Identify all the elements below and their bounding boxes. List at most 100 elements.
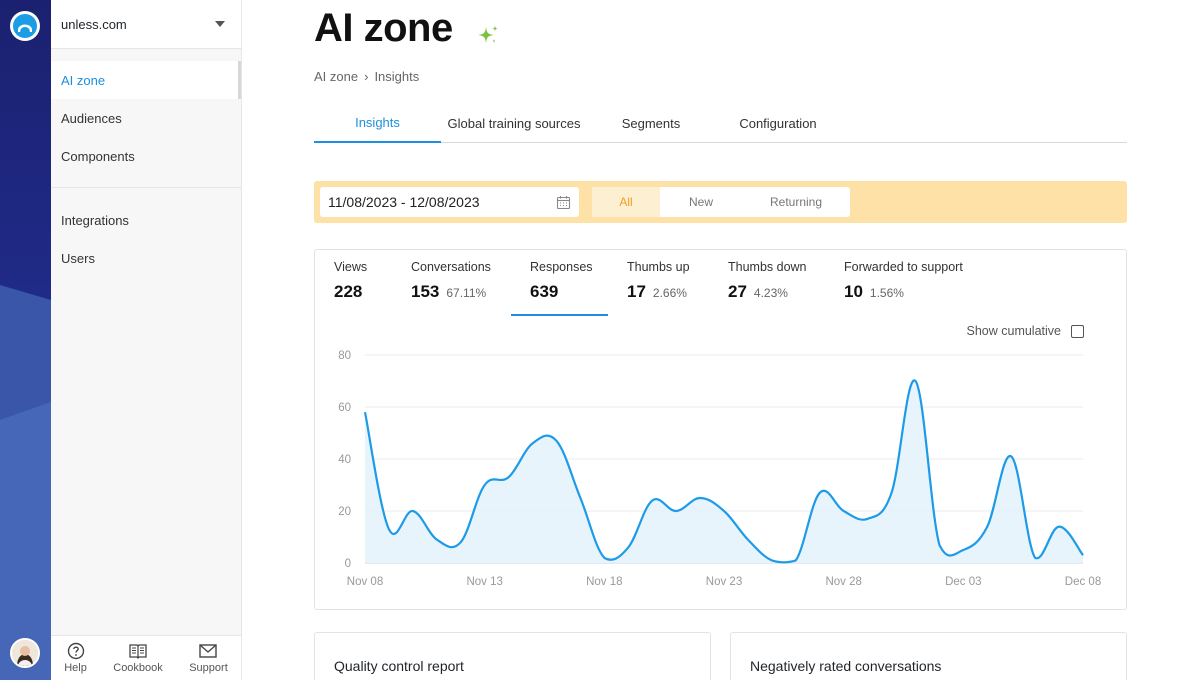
data-point[interactable] bbox=[1008, 453, 1014, 459]
data-point[interactable] bbox=[1056, 524, 1062, 530]
data-point[interactable] bbox=[793, 557, 799, 563]
app-logo[interactable] bbox=[10, 11, 40, 41]
data-point[interactable] bbox=[362, 409, 368, 415]
app-rail bbox=[0, 0, 51, 680]
metric-label: Conversations bbox=[411, 260, 491, 274]
data-point[interactable] bbox=[745, 537, 751, 543]
data-point[interactable] bbox=[649, 498, 655, 504]
data-point[interactable] bbox=[912, 378, 918, 384]
metric-value: 639 bbox=[530, 282, 559, 301]
sidebar-item-users[interactable]: Users bbox=[61, 250, 95, 266]
data-point[interactable] bbox=[936, 542, 942, 548]
sparkle-icon bbox=[478, 25, 498, 43]
card-title: Quality control report bbox=[334, 658, 464, 674]
date-range-input[interactable]: 11/08/2023 - 12/08/2023 bbox=[320, 187, 579, 217]
data-point[interactable] bbox=[482, 482, 488, 488]
sidebar-item-components[interactable]: Components bbox=[61, 148, 135, 164]
logo-icon bbox=[13, 14, 37, 38]
visitor-segment-toggle: All New Returning bbox=[592, 187, 850, 217]
data-point[interactable] bbox=[434, 537, 440, 543]
cookbook-button[interactable]: Cookbook bbox=[113, 642, 163, 674]
metric-forwarded-to-support[interactable]: Forwarded to support 10 1.56% bbox=[844, 260, 963, 316]
nav-group-admin: Integrations Users bbox=[51, 188, 241, 289]
data-point[interactable] bbox=[841, 508, 847, 514]
metric-label: Thumbs down bbox=[728, 260, 807, 274]
metric-views[interactable]: Views 228 bbox=[334, 260, 367, 316]
org-switcher[interactable]: unless.com bbox=[51, 0, 241, 49]
data-point[interactable] bbox=[577, 495, 583, 501]
sidebar-item-integrations[interactable]: Integrations bbox=[61, 212, 129, 228]
data-point[interactable] bbox=[410, 508, 416, 514]
data-point[interactable] bbox=[601, 555, 607, 561]
quality-control-report-card[interactable]: Quality control report bbox=[314, 632, 711, 680]
date-range-value: 11/08/2023 - 12/08/2023 bbox=[328, 194, 480, 210]
mail-icon bbox=[199, 644, 218, 658]
breadcrumb-separator: › bbox=[364, 69, 369, 84]
tab-insights[interactable]: Insights bbox=[314, 104, 441, 143]
data-point[interactable] bbox=[984, 524, 990, 530]
metric-value: 17 bbox=[627, 282, 646, 301]
show-cumulative-checkbox[interactable] bbox=[1071, 324, 1084, 338]
data-point[interactable] bbox=[625, 544, 631, 550]
x-tick-label: Dec 03 bbox=[945, 576, 981, 588]
negatively-rated-conversations-card[interactable]: Negatively rated conversations bbox=[730, 632, 1127, 680]
data-point[interactable] bbox=[865, 516, 871, 522]
segment-new[interactable]: New bbox=[688, 195, 713, 209]
x-tick-label: Dec 08 bbox=[1065, 576, 1101, 588]
breadcrumb-ai-zone[interactable]: AI zone bbox=[314, 69, 359, 84]
metric-conversations[interactable]: Conversations 153 67.11% bbox=[411, 260, 491, 316]
sidebar-footer: Help Cookbook Support bbox=[51, 635, 241, 680]
metric-value: 27 bbox=[728, 282, 747, 301]
show-cumulative-toggle[interactable]: Show cumulative bbox=[967, 324, 1084, 338]
cookbook-label: Cookbook bbox=[113, 662, 163, 674]
metric-thumbs-down[interactable]: Thumbs down 27 4.23% bbox=[728, 260, 807, 316]
data-point[interactable] bbox=[530, 440, 536, 446]
breadcrumb-insights: Insights bbox=[374, 69, 420, 84]
y-tick-label: 0 bbox=[345, 558, 351, 570]
metric-percentage: 4.23% bbox=[753, 286, 788, 300]
tab-bar: Insights Global training sources Segment… bbox=[314, 104, 1127, 143]
x-tick-label: Nov 23 bbox=[706, 576, 742, 588]
page-title: AI zone bbox=[314, 6, 453, 50]
metric-label: Views bbox=[334, 260, 368, 274]
data-point[interactable] bbox=[769, 557, 775, 563]
data-point[interactable] bbox=[960, 547, 966, 553]
filter-bar: 11/08/2023 - 12/08/2023 All New Returnin… bbox=[314, 181, 1127, 223]
segment-all[interactable]: All bbox=[592, 187, 660, 217]
sidebar-item-ai-zone[interactable]: AI zone bbox=[51, 61, 241, 99]
data-point[interactable] bbox=[673, 508, 679, 514]
tab-configuration[interactable]: Configuration bbox=[739, 116, 817, 131]
segment-returning[interactable]: Returning bbox=[769, 195, 823, 209]
tab-segments[interactable]: Segments bbox=[621, 116, 681, 131]
rail-decoration bbox=[0, 285, 51, 680]
metric-responses[interactable]: Responses 639 bbox=[530, 260, 593, 316]
data-point[interactable] bbox=[506, 474, 512, 480]
data-point[interactable] bbox=[386, 526, 392, 532]
data-point[interactable] bbox=[697, 495, 703, 501]
metric-value: 153 bbox=[411, 282, 440, 301]
chevron-down-icon bbox=[215, 21, 225, 27]
metric-thumbs-up[interactable]: Thumbs up 17 2.66% bbox=[627, 260, 690, 316]
y-tick-label: 80 bbox=[338, 350, 351, 362]
data-point[interactable] bbox=[458, 539, 464, 545]
y-tick-label: 20 bbox=[338, 506, 351, 518]
data-point[interactable] bbox=[889, 490, 895, 496]
calendar-icon[interactable] bbox=[556, 195, 571, 210]
metric-value: 10 bbox=[844, 282, 863, 301]
sidebar-item-audiences[interactable]: Audiences bbox=[61, 110, 122, 126]
x-tick-label: Nov 08 bbox=[347, 576, 383, 588]
metric-label: Thumbs up bbox=[627, 260, 690, 274]
data-point[interactable] bbox=[553, 438, 559, 444]
data-point[interactable] bbox=[721, 508, 727, 514]
x-tick-label: Nov 28 bbox=[825, 576, 861, 588]
tab-global-training-sources[interactable]: Global training sources bbox=[447, 116, 581, 131]
data-point[interactable] bbox=[1032, 555, 1038, 561]
data-point[interactable] bbox=[1080, 552, 1086, 558]
data-point[interactable] bbox=[817, 490, 823, 496]
user-avatar[interactable] bbox=[10, 638, 40, 668]
sidebar: unless.com AI zone Audiences Components … bbox=[51, 0, 242, 680]
help-button[interactable]: Help bbox=[64, 642, 87, 674]
support-button[interactable]: Support bbox=[189, 642, 228, 674]
metric-label: Responses bbox=[530, 260, 593, 274]
metric-percentage: 67.11% bbox=[446, 286, 487, 300]
